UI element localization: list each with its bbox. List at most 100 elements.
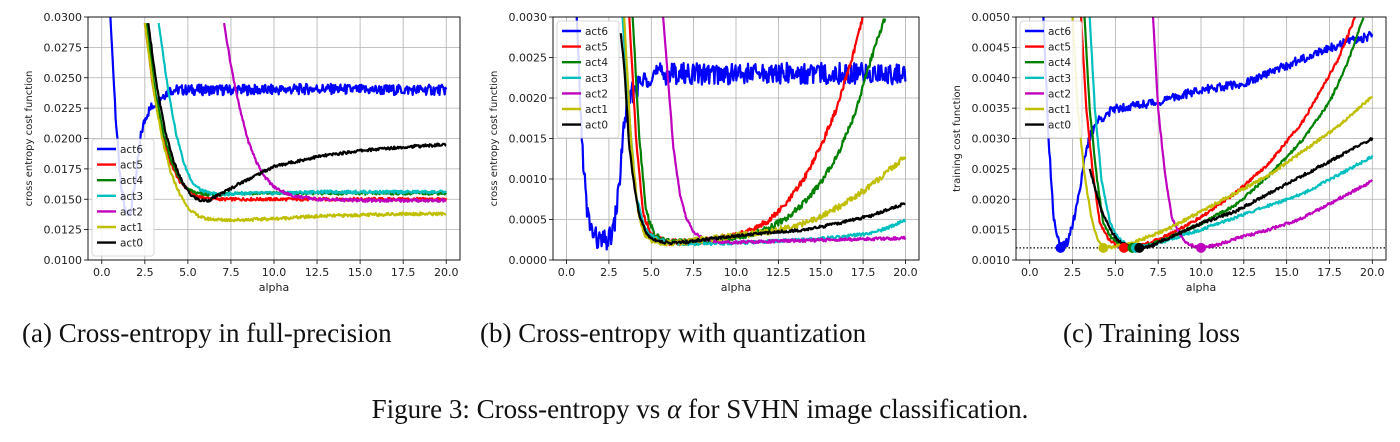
minimum-marker-act6: [1055, 242, 1066, 253]
series-line-act6: [575, 17, 907, 251]
legend: act6 act5 act4 act3 act2 act1 act0: [556, 20, 620, 139]
legend-label-act0: act0: [585, 120, 608, 132]
x-tick-label: 0.0: [1021, 266, 1039, 279]
figure-caption-prefix: Figure 3: Cross-entropy vs: [371, 394, 661, 424]
caption-c: (c) Training loss: [1063, 318, 1241, 348]
figure-caption-suffix: for SVHN image classification.: [688, 394, 1029, 424]
legend-label-act3: act3: [1048, 73, 1071, 85]
legend-label-act6: act6: [120, 144, 143, 156]
series-line-act0: [147, 22, 447, 203]
legend-label-act0: act0: [1048, 120, 1071, 132]
x-axis-label: alpha: [1186, 281, 1217, 294]
x-tick-label: 5.0: [1107, 266, 1125, 279]
legend: act6 act5 act4 act3 act2 act1 act0: [91, 138, 155, 257]
series-line-act3: [157, 22, 447, 197]
y-tick-label: 0.0000: [509, 254, 548, 267]
x-tick-label: 5.0: [179, 266, 197, 279]
chart-1: 0.0 2.5 5.0 7.5 10.0 12.5 15.0 17.5 20.0 0.0100 0.…: [24, 11, 461, 294]
x-tick-label: 17.5: [1317, 266, 1342, 279]
legend-label-act2: act2: [585, 88, 608, 100]
legend-label-act1: act1: [1048, 104, 1071, 116]
y-tick-label: 0.0015: [509, 133, 548, 146]
y-tick-label: 0.0025: [509, 52, 548, 65]
legend-label-act0: act0: [120, 238, 143, 250]
series-line-act0: [619, 33, 906, 246]
x-tick-label: 15.0: [348, 266, 373, 279]
legend-label-act4: act4: [120, 175, 143, 187]
minimum-marker-act1: [1098, 242, 1109, 253]
legend-label-act6: act6: [1048, 26, 1071, 38]
x-tick-label: 0.0: [93, 266, 111, 279]
x-tick-label: 20.0: [434, 266, 459, 279]
x-tick-label: 15.0: [808, 266, 833, 279]
y-tick-label: 0.0025: [972, 163, 1011, 176]
y-tick-label: 0.0150: [44, 193, 83, 206]
y-tick-label: 0.0030: [972, 133, 1011, 146]
minimum-marker-act0: [1134, 242, 1145, 253]
y-tick-label: 0.0040: [972, 72, 1011, 85]
series-line-act6: [109, 17, 448, 217]
y-tick-label: 0.0250: [44, 72, 83, 85]
chart-2: 0.0 2.5 5.0 7.5 10.0 12.5 15.0 17.5 20.0 0.0000 0.…: [489, 11, 920, 294]
x-tick-label: 15.0: [1274, 266, 1299, 279]
legend-label-act2: act2: [120, 206, 143, 218]
x-tick-label: 12.5: [766, 266, 791, 279]
y-tick-label: 0.0225: [44, 102, 83, 115]
legend-label-act5: act5: [120, 160, 143, 172]
series-group: [109, 17, 448, 223]
y-tick-label: 0.0275: [44, 41, 83, 54]
plot-frame: [87, 16, 461, 261]
legend-label-act1: act1: [585, 104, 608, 116]
x-tick-label: 7.5: [685, 266, 703, 279]
y-tick-label: 0.0030: [509, 11, 548, 24]
y-axis-label: cross entropy cost function: [489, 71, 500, 207]
y-tick-label: 0.0200: [44, 133, 83, 146]
y-tick-label: 0.0100: [44, 254, 83, 267]
legend-label-act5: act5: [1048, 42, 1071, 54]
x-tick-label: 0.0: [558, 266, 576, 279]
y-tick-label: 0.0020: [972, 193, 1011, 206]
x-tick-label: 5.0: [643, 266, 661, 279]
x-tick-label: 20.0: [1360, 266, 1385, 279]
x-tick-label: 2.5: [600, 266, 618, 279]
series-line-act2: [1151, 17, 1374, 250]
y-tick-label: 0.0015: [972, 224, 1011, 237]
y-tick-label: 0.0300: [44, 11, 83, 24]
series-line-act6: [1042, 17, 1374, 248]
x-tick-label: 7.5: [222, 266, 240, 279]
legend-label-act5: act5: [585, 42, 608, 54]
legend-label-act2: act2: [1048, 88, 1071, 100]
legend-label-act3: act3: [585, 73, 608, 85]
minimum-marker-act2: [1196, 242, 1206, 253]
x-tick-label: 20.0: [893, 266, 918, 279]
x-tick-label: 17.5: [391, 266, 416, 279]
y-tick-label: 0.0035: [972, 102, 1011, 115]
x-axis-label: alpha: [721, 281, 752, 294]
legend-label-act4: act4: [585, 57, 608, 69]
series-line-act1: [143, 22, 447, 223]
caption-a: (a) Cross-entropy in full-precision: [22, 318, 392, 348]
chart-3: 0.0 2.5 5.0 7.5 10.0 12.5 15.0 17.5 20.0 0.0010 0.…: [952, 11, 1387, 294]
plot-frame: [1015, 16, 1387, 261]
y-axis-label: cross entropy cost function: [24, 71, 35, 207]
x-tick-label: 12.5: [305, 266, 330, 279]
x-tick-label: 10.0: [1189, 266, 1214, 279]
y-tick-label: 0.0050: [972, 11, 1011, 24]
y-tick-label: 0.0020: [509, 92, 548, 105]
legend-label-act3: act3: [120, 191, 143, 203]
y-tick-label: 0.0125: [44, 224, 83, 237]
figure-caption: Figure 3: Cross-entropy vs α for SVHN im…: [0, 394, 1400, 425]
x-tick-label: 7.5: [1149, 266, 1167, 279]
x-tick-label: 10.0: [262, 266, 287, 279]
legend-label-act1: act1: [120, 222, 143, 234]
plot-frame: [552, 16, 920, 261]
y-tick-label: 0.0010: [509, 173, 548, 186]
y-tick-label: 0.0045: [972, 41, 1011, 54]
y-tick-label: 0.0010: [972, 254, 1011, 267]
x-tick-label: 2.5: [136, 266, 154, 279]
caption-b: (b) Cross-entropy with quantization: [480, 318, 867, 348]
legend-label-act6: act6: [585, 26, 608, 38]
y-tick-label: 0.0175: [44, 163, 83, 176]
legend-label-act4: act4: [1048, 57, 1071, 69]
